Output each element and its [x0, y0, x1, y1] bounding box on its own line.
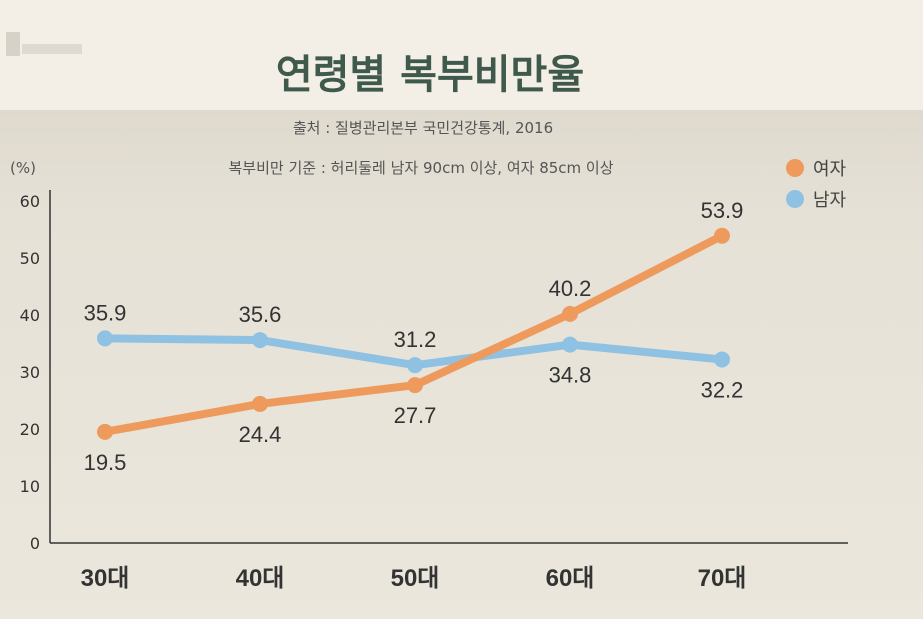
- data-point-female: [97, 423, 113, 440]
- x-category-label: 40대: [236, 565, 285, 592]
- data-label-male: 35.9: [84, 300, 127, 325]
- data-label-male: 31.2: [394, 327, 437, 352]
- y-tick-label: 50: [20, 249, 40, 268]
- data-point-male: [714, 351, 730, 368]
- y-tick-label: 40: [20, 306, 40, 325]
- data-point-male: [97, 330, 113, 347]
- x-category-label: 30대: [81, 565, 130, 592]
- data-point-male: [252, 332, 268, 349]
- y-tick-label: 0: [30, 534, 40, 553]
- data-point-male: [407, 357, 423, 374]
- chart-source: 출처 : 질병관리본부 국민건강통계, 2016: [293, 119, 553, 137]
- data-label-male: 34.8: [549, 363, 592, 388]
- y-tick-label: 60: [20, 192, 40, 211]
- y-axis-label: (%): [10, 159, 36, 177]
- data-label-male: 32.2: [701, 377, 744, 402]
- x-category-label: 60대: [546, 565, 595, 592]
- data-point-female: [714, 227, 730, 244]
- chart-title: 연령별 복부비만율: [276, 52, 584, 98]
- data-point-male: [562, 336, 578, 353]
- legend-label-female: 여자: [813, 159, 847, 180]
- data-point-female: [562, 305, 578, 322]
- x-categories: 30대 40대 50대 60대 70대: [81, 565, 747, 592]
- data-point-female: [252, 395, 268, 412]
- y-tick-label: 30: [20, 363, 40, 382]
- legend: 여자 남자: [786, 159, 847, 211]
- data-label-male: 35.6: [239, 302, 282, 327]
- y-tick-label: 20: [20, 420, 40, 439]
- blurred-logo: [6, 32, 82, 56]
- header-background: [0, 0, 923, 110]
- data-label-female: 27.7: [394, 403, 437, 428]
- data-label-female: 40.2: [549, 276, 592, 301]
- data-point-female: [407, 377, 423, 394]
- legend-swatch-male: [786, 190, 804, 208]
- y-ticks: 0 10 20 30 40 50 60: [20, 192, 40, 553]
- legend-label-male: 남자: [813, 190, 847, 211]
- series-layer: 35.9 35.6 31.2 34.8 32.2 19.5 24.4 27.7 40.2 53.9: [84, 198, 744, 475]
- data-label-female: 24.4: [239, 422, 282, 447]
- data-label-female: 53.9: [701, 198, 744, 223]
- y-tick-label: 10: [20, 477, 40, 496]
- chart-criteria: 복부비만 기준 : 허리둘레 남자 90cm 이상, 여자 85cm 이상: [228, 159, 613, 177]
- x-category-label: 70대: [698, 565, 747, 592]
- legend-swatch-female: [786, 159, 804, 177]
- data-label-female: 19.5: [84, 450, 127, 475]
- x-category-label: 50대: [391, 565, 440, 592]
